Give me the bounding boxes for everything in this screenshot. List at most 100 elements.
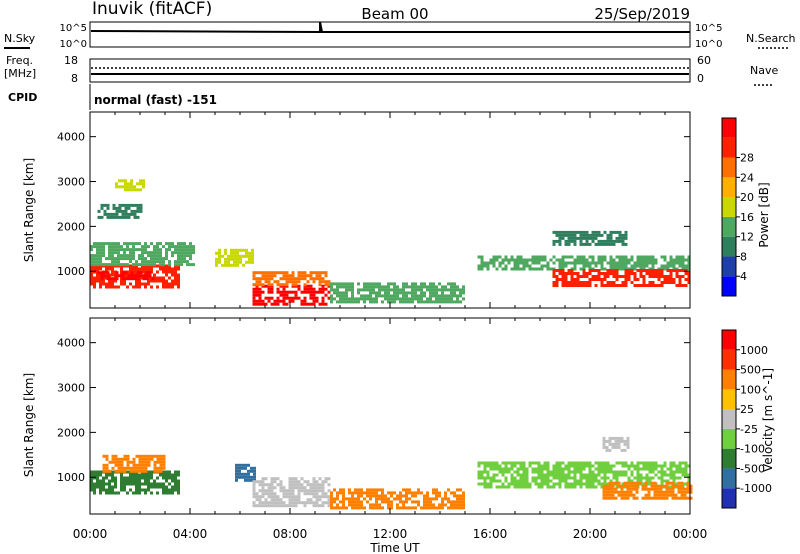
data-cell	[111, 466, 115, 470]
data-cell	[252, 274, 256, 278]
data-cell	[486, 464, 490, 468]
data-cell	[573, 485, 577, 489]
data-cell	[651, 281, 655, 284]
data-cell	[615, 236, 619, 240]
data-cell	[294, 480, 298, 484]
data-cell	[357, 500, 360, 504]
data-cell	[417, 300, 420, 304]
data-cell	[150, 279, 153, 283]
data-cell	[372, 297, 375, 301]
data-cell	[261, 283, 265, 287]
data-cell	[111, 476, 114, 480]
data-cell	[573, 233, 577, 237]
data-cell	[142, 185, 145, 189]
data-cell	[684, 461, 688, 465]
data-cell	[651, 255, 655, 259]
data-cell	[498, 261, 502, 265]
data-cell	[153, 273, 156, 277]
data-cell	[582, 467, 586, 471]
data-cell	[276, 290, 280, 294]
data-cell	[611, 481, 615, 485]
data-cell	[144, 473, 147, 477]
data-cell	[504, 255, 508, 259]
data-cell	[153, 463, 157, 467]
power-y-axis-label: Slant Range [km]	[22, 158, 36, 262]
data-cell	[558, 470, 562, 474]
data-cell	[654, 473, 658, 477]
data-cell	[423, 294, 426, 298]
data-cell	[171, 270, 174, 274]
data-cell	[594, 461, 598, 465]
data-cell	[645, 264, 649, 268]
data-cell	[552, 281, 556, 284]
data-cell	[453, 291, 456, 295]
data-cell	[138, 482, 141, 486]
data-cell	[393, 291, 396, 295]
data-cell	[639, 272, 643, 275]
data-cell	[139, 271, 143, 275]
data-cell	[621, 461, 625, 465]
data-cell	[141, 254, 144, 258]
data-cell	[671, 484, 675, 488]
data-cell	[615, 479, 619, 483]
data-cell	[450, 297, 453, 301]
data-cell	[621, 233, 625, 237]
data-cell	[312, 280, 316, 284]
data-cell	[180, 251, 183, 255]
data-cell	[126, 476, 129, 480]
data-cell	[450, 500, 453, 504]
data-cell	[150, 454, 154, 458]
data-cell	[405, 494, 408, 498]
data-cell	[264, 483, 268, 487]
data-cell	[579, 470, 583, 474]
data-cell	[441, 288, 444, 292]
data-cell	[111, 263, 114, 267]
data-cell	[393, 288, 396, 292]
data-cell	[126, 254, 129, 258]
data-cell	[279, 277, 283, 281]
data-cell	[678, 467, 682, 471]
data-cell	[558, 278, 562, 281]
data-cell	[462, 297, 465, 301]
data-cell	[241, 472, 244, 476]
data-cell	[576, 230, 580, 234]
data-cell	[552, 476, 556, 480]
data-cell	[261, 492, 265, 496]
data-cell	[123, 482, 126, 486]
data-cell	[552, 255, 556, 259]
data-cell	[378, 488, 381, 492]
data-cell	[123, 476, 126, 480]
data-cell	[118, 206, 122, 210]
data-cell	[109, 212, 113, 216]
data-cell	[369, 294, 372, 298]
data-cell	[600, 278, 604, 281]
data-cell	[171, 485, 174, 489]
data-cell	[135, 469, 139, 473]
data-cell	[615, 473, 619, 477]
data-cell	[629, 481, 633, 485]
colorbar-tick-label: 500	[740, 364, 761, 377]
data-cell	[624, 233, 628, 237]
data-cell	[114, 279, 117, 283]
data-cell	[135, 482, 138, 486]
data-cell	[186, 245, 189, 249]
data-cell	[294, 486, 298, 490]
data-cell	[588, 485, 592, 489]
data-cell	[585, 482, 589, 486]
data-cell	[612, 275, 616, 278]
data-cell	[252, 277, 256, 281]
data-cell	[165, 273, 168, 277]
data-cell	[411, 291, 414, 295]
data-cell	[96, 473, 99, 477]
data-cell	[633, 267, 637, 271]
data-cell	[626, 436, 630, 440]
data-cell	[156, 466, 160, 470]
data-cell	[96, 485, 99, 489]
data-cell	[117, 460, 121, 464]
data-cell	[378, 282, 381, 286]
data-cell	[141, 263, 144, 267]
data-cell	[105, 454, 109, 458]
data-cell	[144, 466, 148, 470]
data-cell	[156, 254, 159, 258]
data-cell	[99, 282, 102, 286]
